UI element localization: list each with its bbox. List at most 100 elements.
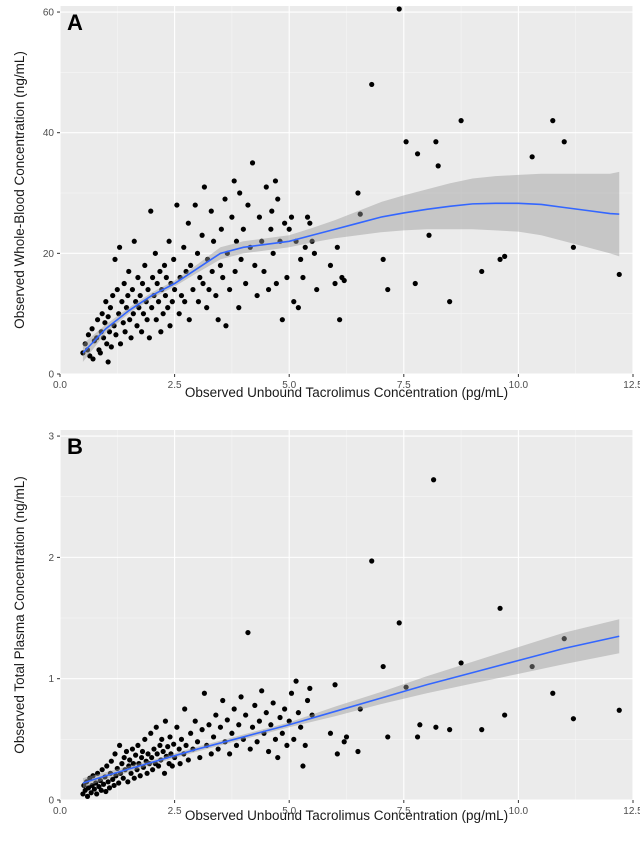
data-point (337, 317, 343, 323)
data-point (263, 184, 269, 190)
data-point (97, 777, 103, 784)
data-point (304, 214, 311, 220)
data-point (304, 697, 311, 704)
data-point (238, 256, 244, 262)
data-point (181, 244, 187, 250)
data-point (249, 160, 256, 166)
data-point (138, 754, 145, 761)
data-point (112, 256, 118, 262)
data-point (197, 274, 203, 281)
data-point (82, 341, 88, 347)
data-point (343, 734, 350, 740)
x-tick-label: 7.5 (397, 806, 411, 817)
data-point (89, 326, 95, 332)
data-point (561, 139, 567, 145)
data-point (155, 763, 162, 769)
data-point (100, 781, 107, 787)
data-point (291, 736, 297, 742)
data-point (97, 350, 103, 356)
data-point (116, 244, 123, 250)
data-point (502, 712, 508, 718)
data-point (183, 268, 189, 275)
data-point (168, 751, 174, 757)
panel-letter: A (67, 10, 83, 35)
x-tick-label: 5.0 (282, 380, 296, 391)
data-point (114, 286, 120, 293)
data-point (110, 776, 116, 782)
data-point (414, 151, 421, 157)
data-point (160, 748, 166, 755)
data-point (112, 751, 118, 757)
data-point (85, 785, 92, 791)
data-point (256, 718, 263, 724)
data-point (186, 317, 192, 323)
data-point (142, 262, 148, 269)
data-point (149, 767, 156, 773)
data-point (94, 770, 101, 776)
data-point (293, 678, 299, 684)
data-point (414, 734, 421, 740)
data-point (148, 208, 154, 214)
data-point (355, 190, 361, 196)
data-point (213, 292, 219, 299)
data-point (334, 244, 340, 250)
data-point (136, 761, 142, 767)
x-axis-title: Observed Unbound Tacrolimus Concentratio… (185, 808, 508, 823)
data-point (385, 734, 391, 740)
x-tick-label: 12.5 (623, 380, 640, 391)
x-tick-label: 0.0 (53, 380, 67, 391)
data-point (314, 286, 320, 293)
data-point (85, 332, 92, 338)
data-point (357, 211, 363, 217)
data-point (357, 706, 363, 712)
data-point (111, 323, 117, 329)
data-point (403, 684, 409, 690)
data-point (302, 244, 308, 250)
data-point (208, 751, 214, 757)
data-point (215, 317, 221, 323)
data-point (222, 196, 228, 202)
data-point (259, 688, 265, 694)
data-point (131, 238, 137, 244)
data-point (178, 736, 185, 742)
data-point (158, 329, 164, 335)
data-point (94, 317, 101, 323)
data-point (188, 262, 194, 269)
data-point (102, 320, 108, 326)
data-point (145, 751, 151, 757)
data-point (269, 208, 275, 214)
data-point (479, 268, 485, 275)
data-point (145, 286, 151, 293)
data-point (129, 746, 136, 752)
data-point (123, 748, 130, 755)
data-point (298, 724, 304, 730)
data-point (159, 736, 165, 742)
smooth-fit-line (82, 202, 620, 354)
data-point (98, 787, 104, 793)
data-point (116, 311, 122, 317)
data-point (300, 763, 306, 769)
data-point (126, 268, 132, 275)
data-point (256, 214, 263, 220)
data-point (332, 682, 338, 688)
data-point (127, 317, 133, 323)
data-point (497, 605, 503, 611)
data-point (162, 718, 169, 724)
data-point (403, 139, 409, 145)
y-axis-title: Observed Whole-Blood Concentration (ng/m… (12, 51, 27, 329)
data-point (154, 751, 160, 757)
data-point (380, 663, 386, 670)
data-point (166, 238, 172, 244)
data-point (268, 722, 274, 728)
data-point (140, 311, 147, 317)
data-point (117, 341, 124, 347)
data-point (412, 280, 418, 287)
data-point (194, 250, 201, 256)
data-point (265, 286, 272, 293)
data-point (91, 786, 97, 792)
data-point (208, 208, 214, 214)
data-point (220, 274, 226, 281)
data-point (163, 274, 169, 281)
data-point (302, 742, 308, 749)
